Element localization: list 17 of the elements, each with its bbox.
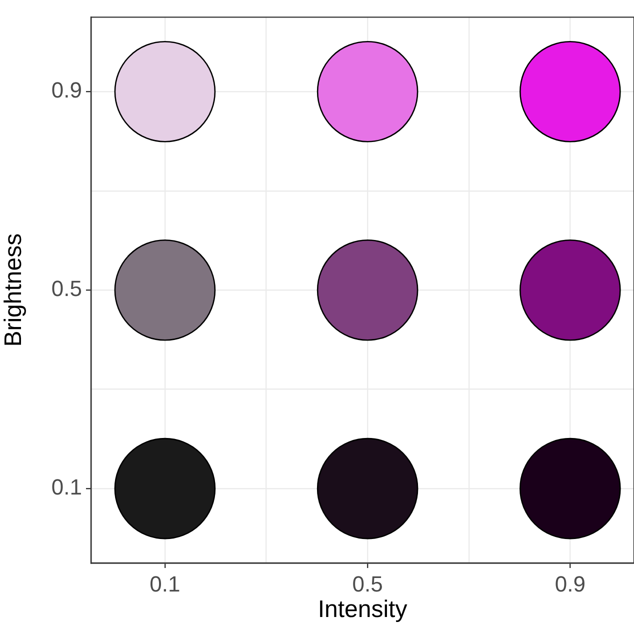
y-tick-label: 0.1 (51, 474, 82, 500)
x-tick-label: 0.1 (150, 571, 180, 596)
y-axis-title: Brightness (0, 233, 28, 347)
point (114, 438, 216, 540)
point (520, 438, 621, 540)
y-tick-label: 0.5 (51, 276, 82, 302)
x-axis-title: Intensity (318, 596, 408, 624)
point (520, 40, 621, 142)
point (520, 239, 621, 341)
point (316, 239, 418, 341)
point (114, 239, 216, 341)
point (114, 40, 216, 142)
point (316, 438, 418, 540)
point (316, 40, 418, 142)
x-tick-label: 0.5 (352, 571, 383, 596)
y-tick-label: 0.9 (51, 78, 82, 103)
x-tick-label: 0.9 (554, 571, 586, 596)
